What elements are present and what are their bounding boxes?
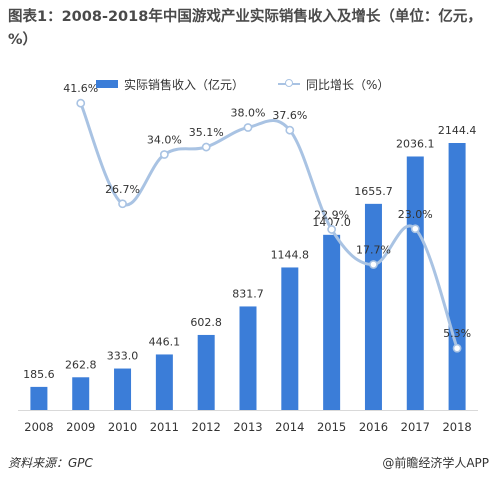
legend: 实际销售收入（亿元） 同比增长（%） <box>96 76 423 92</box>
bar-2018 <box>448 143 466 410</box>
bar-2011 <box>155 354 173 410</box>
brand-label: @前瞻经济学人APP <box>382 456 489 470</box>
bar-2014 <box>281 267 299 410</box>
legend-revenue-label: 实际销售收入（亿元） <box>124 77 245 92</box>
growth-point-2011 <box>159 150 169 159</box>
chart-title: 图表1：2008-2018年中国游戏产业实际销售收入及增长（单位：亿元，%） <box>8 9 482 48</box>
growth-point-2009 <box>76 98 86 108</box>
bar-2016 <box>364 203 382 410</box>
bar-2017 <box>406 156 424 410</box>
growth-point-2013 <box>243 123 253 132</box>
growth-point-2018 <box>452 343 462 353</box>
x-tick-2010: 2010 <box>108 420 137 434</box>
legend-item-growth: 同比增长（%） <box>278 76 389 93</box>
legend-item-revenue: 实际销售收入（亿元） <box>96 76 244 93</box>
bar-label-2013: 831.7 <box>232 287 264 300</box>
growth-label-2013: 38.0% <box>231 107 266 120</box>
x-tick-2009: 2009 <box>66 420 95 434</box>
growth-label-2010: 26.7% <box>105 183 140 196</box>
growth-point-2010 <box>118 199 127 209</box>
x-tick-2016: 2016 <box>359 420 388 434</box>
growth-label-2009: 41.6% <box>63 82 98 95</box>
legend-bar-swatch <box>96 80 118 88</box>
x-tick-2018: 2018 <box>442 420 471 434</box>
x-tick-2014: 2014 <box>275 420 304 434</box>
x-tick-2011: 2011 <box>150 420 179 434</box>
growth-label-2014: 37.6% <box>272 109 307 122</box>
bar-label-2011: 446.1 <box>149 335 181 348</box>
growth-label-2012: 35.1% <box>189 126 224 139</box>
growth-label-2017: 23.0% <box>398 208 433 221</box>
x-tick-2013: 2013 <box>233 420 262 434</box>
growth-point-2012 <box>201 142 211 152</box>
x-tick-2017: 2017 <box>401 420 430 434</box>
growth-label-2011: 34.0% <box>147 134 182 147</box>
growth-label-2015: 22.9% <box>314 208 349 221</box>
x-tick-2008: 2008 <box>24 420 53 434</box>
bar-label-2018: 2144.4 <box>438 124 477 137</box>
bar-label-2017: 2036.1 <box>396 137 435 150</box>
bar-2010 <box>114 368 132 410</box>
growth-label-2018: 5.3% <box>443 327 471 340</box>
bar-label-2008: 185.6 <box>23 368 55 381</box>
source-note: 资料来源：GPC <box>8 456 93 470</box>
bar-label-2015: 1407.0 <box>312 216 351 229</box>
legend-growth-label: 同比增长（%） <box>306 77 390 92</box>
bar-2013 <box>239 306 257 410</box>
x-tick-2015: 2015 <box>317 420 346 434</box>
bar-2012 <box>197 334 215 410</box>
growth-point-2014 <box>285 125 295 135</box>
growth-line <box>79 101 459 350</box>
bar-2015 <box>323 234 341 410</box>
bar-label-2016: 1655.7 <box>354 185 393 198</box>
legend-line-swatch <box>278 79 301 87</box>
bar-2009 <box>72 377 90 410</box>
x-tick-2012: 2012 <box>192 420 221 434</box>
bar-label-2009: 262.8 <box>65 358 97 371</box>
growth-label-2016: 17.7% <box>356 244 391 257</box>
growth-point-2016 <box>369 260 378 269</box>
bar-label-2010: 333.0 <box>107 350 139 363</box>
growth-point-2017 <box>410 224 420 234</box>
bar-label-2012: 602.8 <box>190 316 222 329</box>
bar-2008 <box>30 386 48 410</box>
bar-label-2014: 1144.8 <box>271 248 310 261</box>
growth-point-2015 <box>327 225 337 234</box>
